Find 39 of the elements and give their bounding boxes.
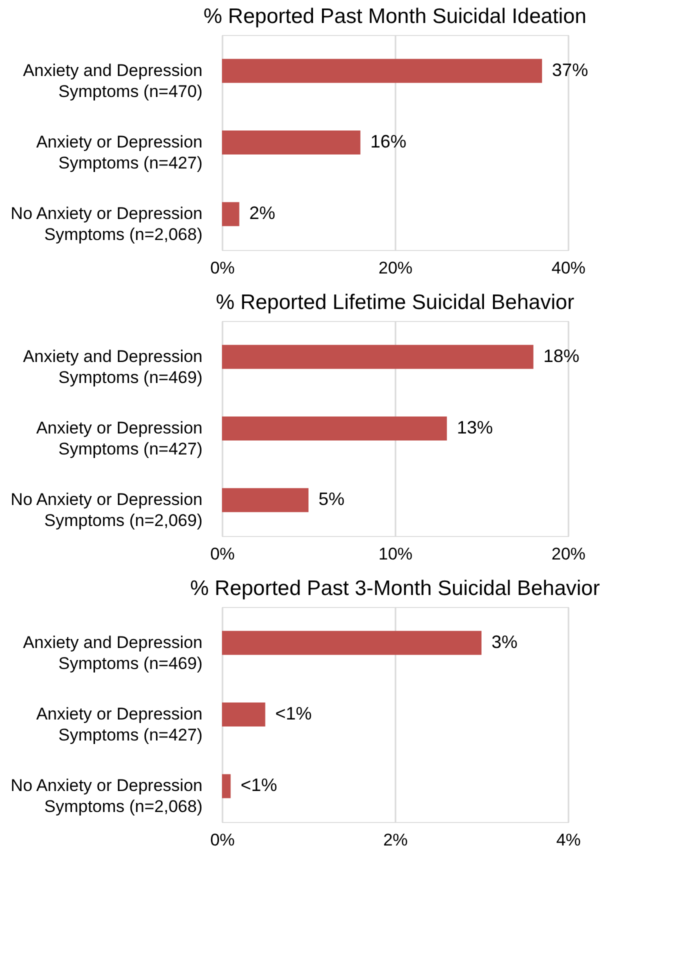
x-tick-label: 2% — [383, 830, 408, 850]
data-label: 13% — [456, 418, 493, 438]
bar — [222, 416, 447, 440]
y-tick-label: Anxiety and Depression Symptoms (n=469) — [22, 346, 202, 387]
y-tick-label: Anxiety or Depression Symptoms (n=427) — [36, 418, 202, 458]
y-tick-label: Anxiety and Depression Symptoms (n=470) — [22, 60, 202, 101]
y-tick-label: No Anxiety or Depression Symptoms (n=2,068) — [10, 204, 202, 244]
x-tick-label: 20% — [378, 258, 413, 278]
data-label: 2% — [249, 203, 276, 224]
bar — [222, 774, 231, 798]
data-label: 18% — [543, 346, 580, 366]
y-tick-label: Anxiety and Depression Symptoms (n=469) — [22, 632, 202, 673]
x-tick-label: 10% — [378, 544, 413, 564]
bar — [222, 202, 240, 226]
bar — [222, 130, 360, 154]
x-tick-label: 0% — [210, 544, 235, 564]
bar — [222, 488, 308, 512]
bar — [222, 58, 542, 83]
y-tick-label: Anxiety or Depression Symptoms (n=427) — [36, 132, 202, 172]
x-tick-label: 40% — [551, 258, 586, 278]
data-label: 16% — [370, 132, 406, 152]
bar — [222, 344, 534, 369]
y-tick-label: No Anxiety or Depression Symptoms (n=2,068) — [10, 776, 202, 816]
data-label: <1% — [240, 775, 278, 796]
x-tick-label: 0% — [210, 258, 235, 278]
data-label: 5% — [318, 489, 345, 510]
chart-title: % Reported Lifetime Suicidal Behavior — [216, 291, 574, 314]
chart-title: % Reported Past 3-Month Suicidal Behavior — [190, 577, 600, 600]
data-label: 3% — [492, 632, 518, 652]
data-label: <1% — [275, 704, 312, 724]
chart-title: % Reported Past Month Suicidal Ideation — [204, 5, 586, 28]
x-tick-label: 0% — [210, 830, 235, 850]
bar — [222, 702, 266, 726]
x-tick-label: 20% — [551, 544, 586, 564]
bar — [222, 630, 482, 655]
y-tick-label: Anxiety or Depression Symptoms (n=427) — [36, 704, 202, 744]
x-tick-label: 4% — [556, 830, 581, 850]
y-tick-label: No Anxiety or Depression Symptoms (n=2,069) — [10, 490, 202, 530]
data-label: 37% — [552, 60, 588, 80]
